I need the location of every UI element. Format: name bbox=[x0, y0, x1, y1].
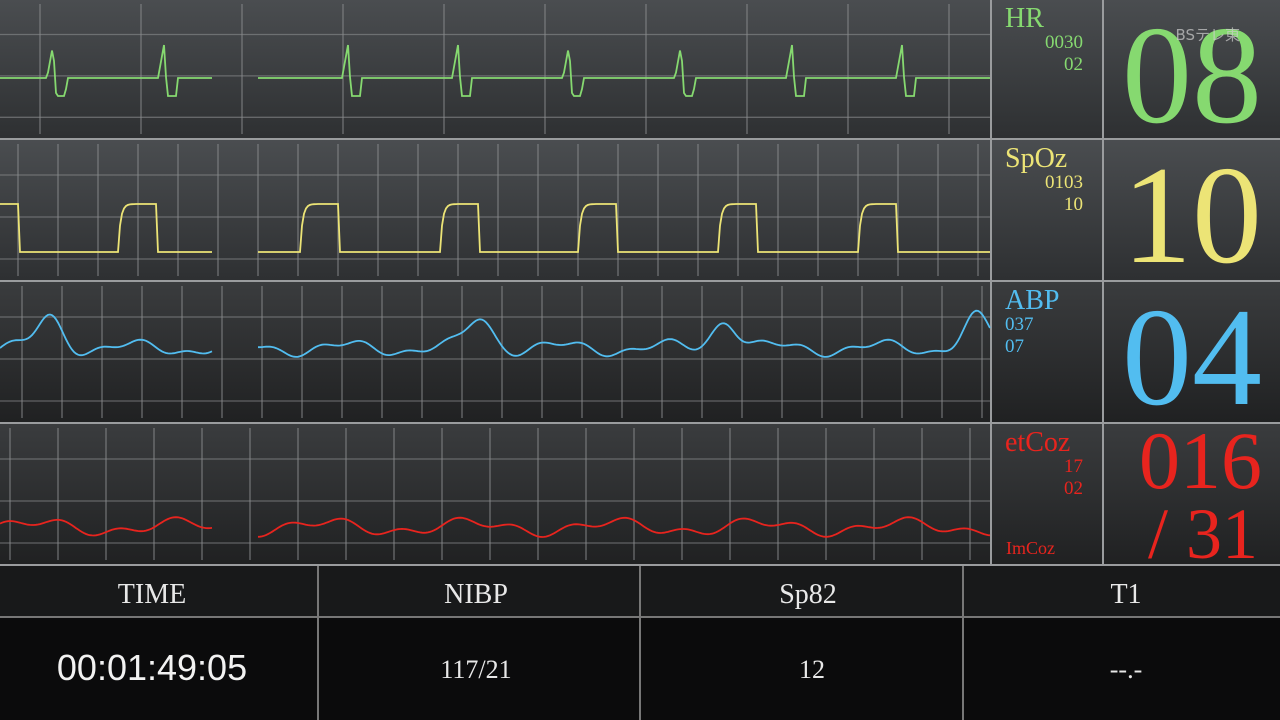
reading: 02 bbox=[1064, 478, 1083, 499]
waveform bbox=[0, 516, 991, 538]
label-panel bbox=[992, 140, 1102, 280]
reading: 17 bbox=[1064, 456, 1083, 477]
header: NIBP bbox=[444, 579, 508, 610]
label-panel bbox=[992, 0, 1102, 138]
reading: 10 bbox=[1064, 194, 1083, 215]
value-panel bbox=[1104, 424, 1280, 564]
channel-label: ABP bbox=[1005, 285, 1059, 316]
reading: 0103 bbox=[1045, 172, 1083, 193]
value: / 31 bbox=[1148, 494, 1258, 574]
value: 016 bbox=[1139, 415, 1262, 506]
value: 08 bbox=[1122, 0, 1262, 153]
channel-label: SpOz bbox=[1005, 143, 1067, 174]
reading: 0030 bbox=[1045, 32, 1083, 53]
label-panel bbox=[992, 282, 1102, 422]
sp-value: 12 bbox=[799, 655, 825, 684]
channel-label: HR bbox=[1005, 3, 1044, 34]
watermark: BSテレ東 bbox=[1175, 26, 1240, 44]
waveform bbox=[0, 309, 991, 358]
header: Sp82 bbox=[779, 579, 837, 610]
value: 10 bbox=[1122, 138, 1262, 293]
time-value: 00:01:49:05 bbox=[57, 647, 247, 688]
reading: 07 bbox=[1005, 336, 1024, 357]
footer-label: ImCoz bbox=[1006, 538, 1055, 558]
waveform bbox=[0, 44, 990, 97]
wave-panel bbox=[0, 424, 990, 564]
value-panel bbox=[1104, 282, 1280, 422]
header: TIME bbox=[118, 579, 186, 610]
value-panel bbox=[1104, 0, 1280, 138]
header: T1 bbox=[1110, 579, 1141, 610]
channel-label: etCoz bbox=[1005, 427, 1070, 458]
value: 04 bbox=[1122, 280, 1262, 435]
t1-value: --.- bbox=[1110, 655, 1142, 684]
label-panel bbox=[992, 424, 1102, 564]
nibp-value: 117/21 bbox=[440, 655, 511, 684]
waveform bbox=[0, 203, 990, 253]
reading: 02 bbox=[1064, 54, 1083, 75]
value-panel bbox=[1104, 140, 1280, 280]
reading: 037 bbox=[1005, 314, 1034, 335]
wave-panel bbox=[0, 140, 990, 280]
